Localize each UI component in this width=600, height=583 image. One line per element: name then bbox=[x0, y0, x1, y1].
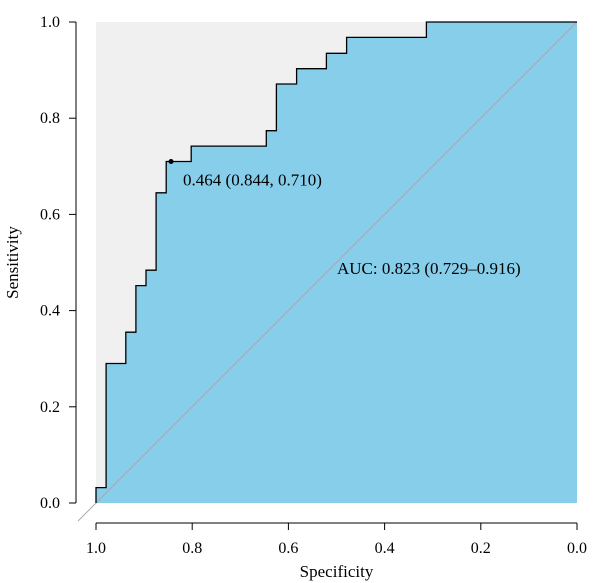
y-tick-label: 0.2 bbox=[40, 399, 60, 416]
x-tick-label: 0.8 bbox=[182, 540, 202, 557]
roc-curve-line bbox=[95, 21, 577, 503]
y-axis-title: Sensitivity bbox=[3, 226, 22, 299]
best-threshold-point bbox=[168, 158, 174, 164]
x-tick-label: 0.6 bbox=[278, 540, 298, 557]
axes-group bbox=[75, 22, 577, 524]
y-tick-label: 0.0 bbox=[40, 495, 60, 512]
x-tick-label: 0.2 bbox=[471, 540, 491, 557]
chance-diagonal-line bbox=[77, 21, 578, 522]
auc-label: AUC: 0.823 (0.729–0.916) bbox=[337, 259, 521, 278]
y-tick-label: 0.4 bbox=[40, 303, 60, 320]
x-tick-label: 0.4 bbox=[375, 540, 395, 557]
y-tick-label: 0.8 bbox=[40, 110, 60, 127]
y-tick-label: 1.0 bbox=[40, 14, 60, 31]
x-tick-label: 0.0 bbox=[567, 540, 587, 557]
x-ticks-group: 1.0 0.8 0.6 0.4 0.2 0.0 bbox=[86, 523, 587, 557]
x-axis-title: Specificity bbox=[300, 562, 374, 581]
y-ticks-group: 0.0 0.2 0.4 0.6 0.8 1.0 bbox=[40, 14, 76, 512]
best-threshold-label: 0.464 (0.844, 0.710) bbox=[183, 170, 322, 189]
x-tick-label: 1.0 bbox=[86, 540, 106, 557]
y-tick-label: 0.6 bbox=[40, 206, 60, 223]
